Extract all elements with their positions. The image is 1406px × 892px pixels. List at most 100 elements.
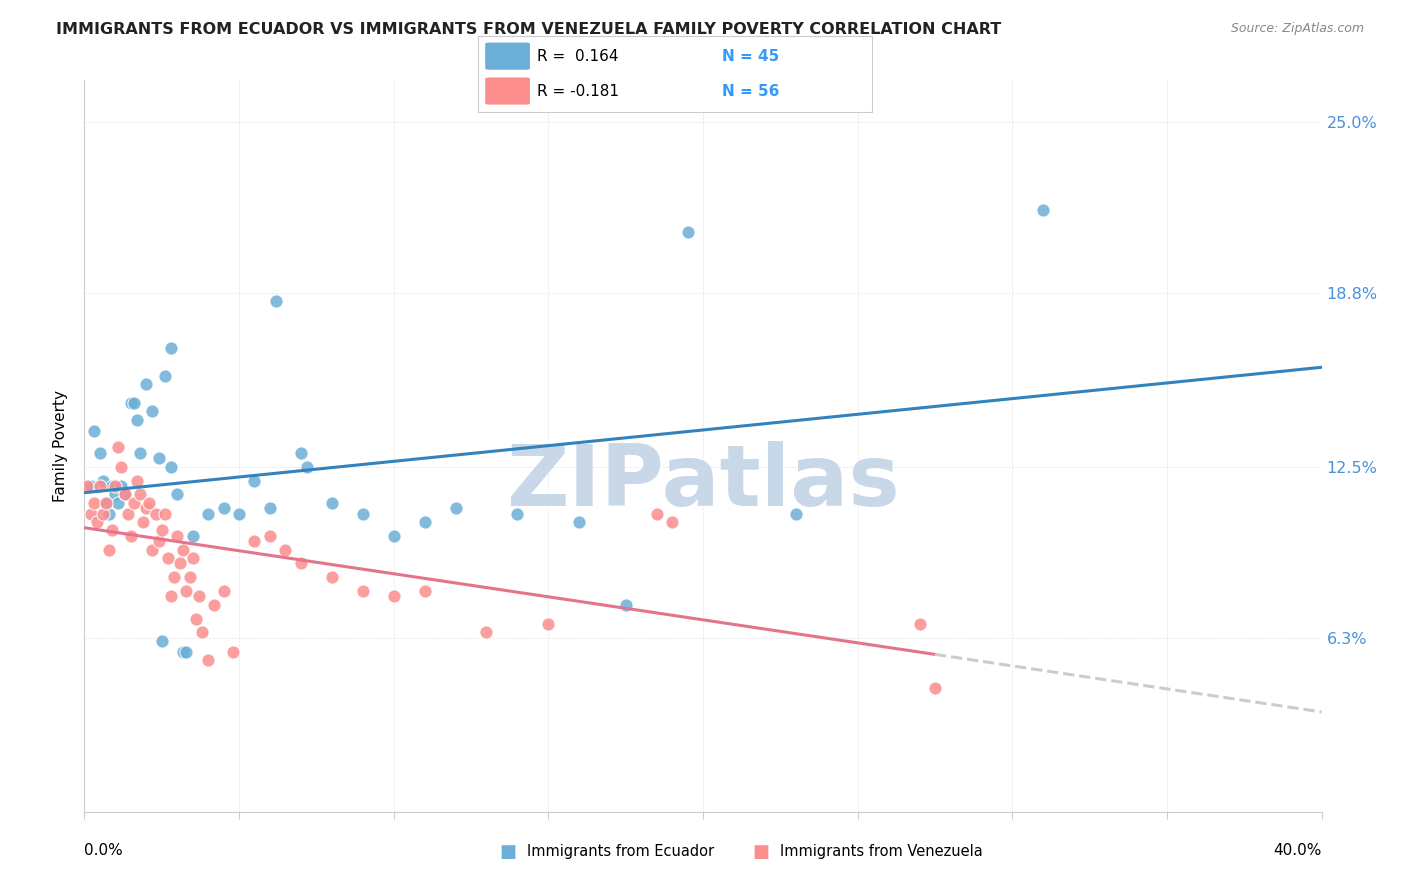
Point: [153, 507, 176, 521]
Point: [169, 557, 191, 571]
Point: [101, 479, 124, 493]
Point: [166, 487, 188, 501]
Point: [114, 487, 136, 501]
Text: N = 45: N = 45: [723, 49, 779, 63]
Point: [475, 625, 498, 640]
Point: [444, 501, 467, 516]
Point: [382, 590, 405, 604]
Point: [122, 396, 145, 410]
Point: [537, 617, 560, 632]
Point: [163, 570, 186, 584]
FancyBboxPatch shape: [486, 78, 529, 104]
Point: [352, 507, 374, 521]
Point: [413, 583, 436, 598]
Point: [184, 611, 207, 625]
Point: [176, 645, 198, 659]
Point: [129, 487, 152, 501]
Text: IMMIGRANTS FROM ECUADOR VS IMMIGRANTS FROM VENEZUELA FAMILY POVERTY CORRELATION : IMMIGRANTS FROM ECUADOR VS IMMIGRANTS FR…: [56, 22, 1001, 37]
Point: [506, 507, 529, 521]
Point: [94, 495, 117, 509]
Y-axis label: Family Poverty: Family Poverty: [52, 390, 67, 502]
Point: [101, 523, 124, 537]
Point: [243, 534, 266, 549]
Point: [321, 570, 343, 584]
Point: [122, 495, 145, 509]
Point: [107, 441, 129, 455]
Text: Immigrants from Ecuador: Immigrants from Ecuador: [527, 845, 714, 859]
Point: [91, 474, 114, 488]
Point: [120, 529, 142, 543]
Point: [125, 413, 148, 427]
Text: ZIPatlas: ZIPatlas: [506, 441, 900, 524]
Point: [172, 542, 194, 557]
Point: [141, 404, 163, 418]
Text: N = 56: N = 56: [723, 84, 779, 98]
Point: [129, 446, 152, 460]
Point: [76, 479, 98, 493]
Point: [160, 590, 183, 604]
Point: [153, 368, 176, 383]
Point: [645, 507, 668, 521]
Point: [1032, 202, 1054, 217]
Point: [228, 507, 250, 521]
Point: [98, 542, 121, 557]
Point: [197, 653, 219, 667]
Point: [135, 501, 157, 516]
Point: [104, 487, 127, 501]
Point: [86, 515, 108, 529]
Point: [676, 225, 699, 239]
Point: [413, 515, 436, 529]
Point: [352, 583, 374, 598]
Point: [135, 376, 157, 391]
Point: [212, 583, 235, 598]
Point: [614, 598, 637, 612]
Point: [172, 645, 194, 659]
Point: [197, 507, 219, 521]
Point: [191, 625, 214, 640]
Point: [138, 495, 160, 509]
Point: [83, 495, 105, 509]
Point: [321, 495, 343, 509]
Point: [132, 515, 155, 529]
Text: ■: ■: [752, 843, 769, 861]
Point: [785, 507, 807, 521]
Point: [243, 474, 266, 488]
Point: [924, 681, 946, 695]
Point: [148, 451, 170, 466]
Point: [89, 446, 111, 460]
Point: [568, 515, 591, 529]
Point: [160, 459, 183, 474]
Point: [290, 557, 312, 571]
Text: 40.0%: 40.0%: [1274, 843, 1322, 858]
Point: [290, 446, 312, 460]
Point: [145, 507, 167, 521]
FancyBboxPatch shape: [486, 44, 529, 69]
Point: [264, 294, 287, 309]
Point: [114, 487, 136, 501]
Point: [94, 495, 117, 509]
Point: [181, 529, 204, 543]
Point: [89, 479, 111, 493]
Point: [176, 583, 198, 598]
Point: [110, 479, 132, 493]
Point: [141, 542, 163, 557]
Point: [79, 479, 101, 493]
Point: [117, 507, 139, 521]
Text: R = -0.181: R = -0.181: [537, 84, 619, 98]
Text: R =  0.164: R = 0.164: [537, 49, 619, 63]
Point: [382, 529, 405, 543]
Point: [166, 529, 188, 543]
Point: [181, 550, 204, 565]
Point: [212, 501, 235, 516]
Point: [222, 645, 245, 659]
Point: [156, 550, 179, 565]
Point: [187, 590, 209, 604]
Point: [79, 507, 101, 521]
Text: 0.0%: 0.0%: [84, 843, 124, 858]
Point: [150, 523, 173, 537]
Point: [107, 495, 129, 509]
Point: [274, 542, 297, 557]
Point: [908, 617, 931, 632]
Point: [150, 633, 173, 648]
Point: [259, 529, 281, 543]
